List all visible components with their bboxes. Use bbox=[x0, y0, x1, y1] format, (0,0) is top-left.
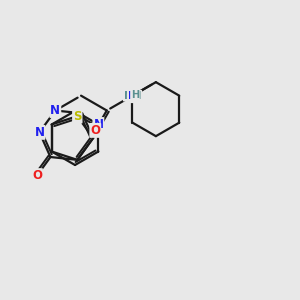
Text: N: N bbox=[50, 104, 60, 117]
Text: H: H bbox=[131, 90, 139, 100]
Text: NH: NH bbox=[124, 91, 141, 101]
Text: O: O bbox=[32, 169, 42, 182]
Text: N: N bbox=[128, 91, 137, 101]
Text: N: N bbox=[34, 126, 44, 139]
Text: H: H bbox=[128, 91, 137, 101]
Text: S: S bbox=[73, 110, 82, 123]
Text: N: N bbox=[93, 118, 103, 131]
Text: N: N bbox=[128, 89, 137, 102]
Text: O: O bbox=[90, 124, 100, 137]
